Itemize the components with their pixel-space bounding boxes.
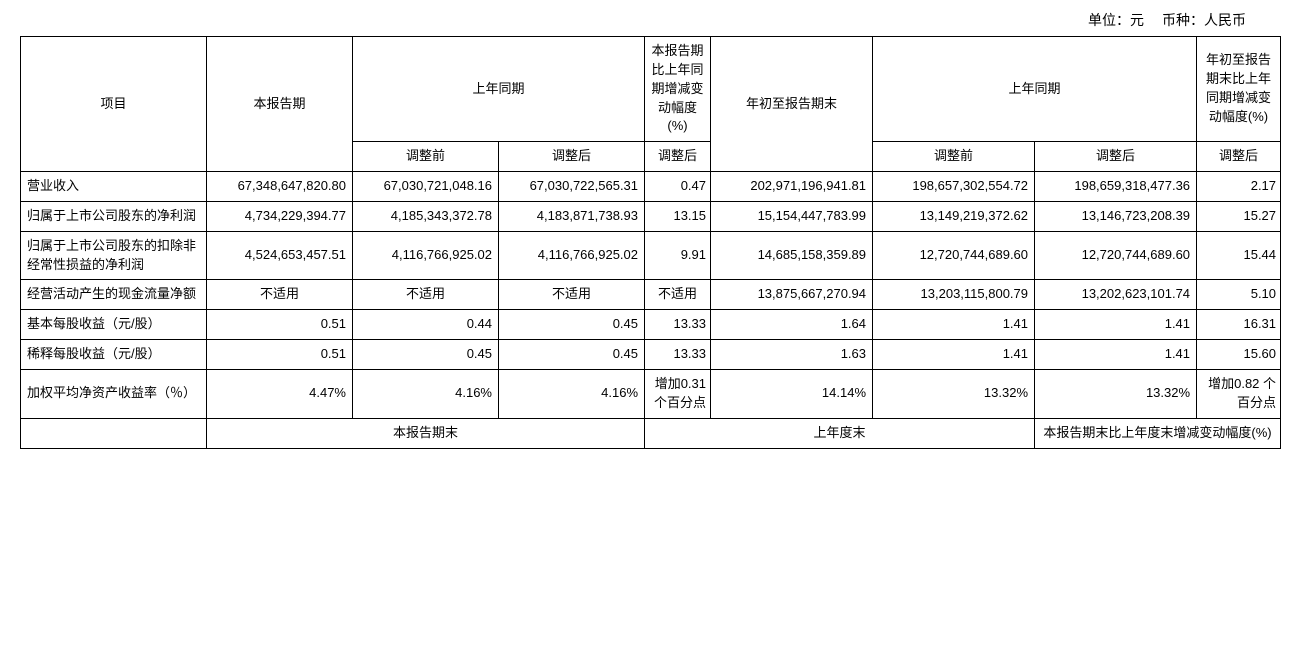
cell: 0.47 bbox=[645, 172, 711, 202]
table-row: 营业收入67,348,647,820.8067,030,721,048.1667… bbox=[21, 172, 1281, 202]
cell: 不适用 bbox=[645, 280, 711, 310]
col-prior-ytd: 上年同期 bbox=[873, 37, 1197, 142]
unit-label: 单位：元 bbox=[1088, 12, 1144, 28]
cell: 0.44 bbox=[353, 310, 499, 340]
cell: 2.17 bbox=[1197, 172, 1281, 202]
footer-change: 本报告期末比上年度末增减变动幅度(%) bbox=[1035, 418, 1281, 448]
col-before-adj-1: 调整前 bbox=[353, 142, 499, 172]
cell: 13.32% bbox=[873, 369, 1035, 418]
cell: 稀释每股收益（元/股） bbox=[21, 340, 207, 370]
currency-label: 币种：人民币 bbox=[1162, 12, 1246, 28]
cell: 4,734,229,394.77 bbox=[207, 201, 353, 231]
cell: 9.91 bbox=[645, 231, 711, 280]
col-change-ytd: 年初至报告期末比上年同期增减变动幅度(%) bbox=[1197, 37, 1281, 142]
col-prior-period: 上年同期 bbox=[353, 37, 645, 142]
cell: 14.14% bbox=[711, 369, 873, 418]
cell: 67,030,721,048.16 bbox=[353, 172, 499, 202]
col-after-adj-1: 调整后 bbox=[499, 142, 645, 172]
col-item: 项目 bbox=[21, 37, 207, 172]
col-after-adj-2: 调整后 bbox=[645, 142, 711, 172]
cell: 1.41 bbox=[873, 340, 1035, 370]
cell: 4,116,766,925.02 bbox=[499, 231, 645, 280]
col-after-adj-3: 调整后 bbox=[1035, 142, 1197, 172]
cell: 基本每股收益（元/股） bbox=[21, 310, 207, 340]
cell: 0.51 bbox=[207, 340, 353, 370]
cell: 1.41 bbox=[1035, 310, 1197, 340]
cell: 0.45 bbox=[353, 340, 499, 370]
cell: 13.33 bbox=[645, 340, 711, 370]
cell: 0.45 bbox=[499, 310, 645, 340]
cell: 67,030,722,565.31 bbox=[499, 172, 645, 202]
cell: 经营活动产生的现金流量净额 bbox=[21, 280, 207, 310]
cell: 5.10 bbox=[1197, 280, 1281, 310]
cell: 13.32% bbox=[1035, 369, 1197, 418]
col-before-adj-3: 调整前 bbox=[873, 142, 1035, 172]
cell: 营业收入 bbox=[21, 172, 207, 202]
table-body: 营业收入67,348,647,820.8067,030,721,048.1667… bbox=[21, 172, 1281, 419]
table-row: 归属于上市公司股东的扣除非经常性损益的净利润4,524,653,457.514,… bbox=[21, 231, 1281, 280]
cell: 198,659,318,477.36 bbox=[1035, 172, 1197, 202]
table-row: 经营活动产生的现金流量净额不适用不适用不适用不适用13,875,667,270.… bbox=[21, 280, 1281, 310]
cell: 不适用 bbox=[353, 280, 499, 310]
cell: 13,146,723,208.39 bbox=[1035, 201, 1197, 231]
table-row: 稀释每股收益（元/股）0.510.450.4513.331.631.411.41… bbox=[21, 340, 1281, 370]
cell: 15,154,447,783.99 bbox=[711, 201, 873, 231]
header-row-1: 项目 本报告期 上年同期 本报告期比上年同期增减变动幅度(%) 年初至报告期末 … bbox=[21, 37, 1281, 142]
financial-summary-table: 项目 本报告期 上年同期 本报告期比上年同期增减变动幅度(%) 年初至报告期末 … bbox=[20, 36, 1281, 449]
cell: 67,348,647,820.80 bbox=[207, 172, 353, 202]
col-ytd: 年初至报告期末 bbox=[711, 37, 873, 172]
cell: 13.15 bbox=[645, 201, 711, 231]
table-row: 归属于上市公司股东的净利润4,734,229,394.774,185,343,3… bbox=[21, 201, 1281, 231]
table-row: 加权平均净资产收益率（％）4.47%4.16%4.16%增加0.31个百分点14… bbox=[21, 369, 1281, 418]
cell: 0.45 bbox=[499, 340, 645, 370]
cell: 15.60 bbox=[1197, 340, 1281, 370]
cell: 16.31 bbox=[1197, 310, 1281, 340]
cell: 12,720,744,689.60 bbox=[873, 231, 1035, 280]
cell: 198,657,302,554.72 bbox=[873, 172, 1035, 202]
cell: 4.47% bbox=[207, 369, 353, 418]
cell: 加权平均净资产收益率（％） bbox=[21, 369, 207, 418]
cell: 15.44 bbox=[1197, 231, 1281, 280]
cell: 4.16% bbox=[499, 369, 645, 418]
col-this-period: 本报告期 bbox=[207, 37, 353, 172]
footer-blank bbox=[21, 418, 207, 448]
cell: 13,875,667,270.94 bbox=[711, 280, 873, 310]
cell: 15.27 bbox=[1197, 201, 1281, 231]
cell: 不适用 bbox=[499, 280, 645, 310]
cell: 归属于上市公司股东的扣除非经常性损益的净利润 bbox=[21, 231, 207, 280]
col-change-this: 本报告期比上年同期增减变动幅度(%) bbox=[645, 37, 711, 142]
footer-last-year-end: 上年度末 bbox=[645, 418, 1035, 448]
cell: 13,149,219,372.62 bbox=[873, 201, 1035, 231]
cell: 增加0.82 个百分点 bbox=[1197, 369, 1281, 418]
table-caption: 单位：元 币种：人民币 bbox=[20, 10, 1276, 36]
cell: 0.51 bbox=[207, 310, 353, 340]
cell: 4,183,871,738.93 bbox=[499, 201, 645, 231]
cell: 202,971,196,941.81 bbox=[711, 172, 873, 202]
cell: 13,202,623,101.74 bbox=[1035, 280, 1197, 310]
footer-row: 本报告期末 上年度末 本报告期末比上年度末增减变动幅度(%) bbox=[21, 418, 1281, 448]
table-row: 基本每股收益（元/股）0.510.440.4513.331.641.411.41… bbox=[21, 310, 1281, 340]
cell: 4,524,653,457.51 bbox=[207, 231, 353, 280]
cell: 12,720,744,689.60 bbox=[1035, 231, 1197, 280]
cell: 1.41 bbox=[1035, 340, 1197, 370]
cell: 13,203,115,800.79 bbox=[873, 280, 1035, 310]
cell: 不适用 bbox=[207, 280, 353, 310]
col-after-adj-4: 调整后 bbox=[1197, 142, 1281, 172]
footer-this-period-end: 本报告期末 bbox=[207, 418, 645, 448]
cell: 1.63 bbox=[711, 340, 873, 370]
cell: 4,185,343,372.78 bbox=[353, 201, 499, 231]
cell: 归属于上市公司股东的净利润 bbox=[21, 201, 207, 231]
cell: 1.41 bbox=[873, 310, 1035, 340]
cell: 1.64 bbox=[711, 310, 873, 340]
cell: 增加0.31个百分点 bbox=[645, 369, 711, 418]
cell: 13.33 bbox=[645, 310, 711, 340]
cell: 4.16% bbox=[353, 369, 499, 418]
cell: 4,116,766,925.02 bbox=[353, 231, 499, 280]
cell: 14,685,158,359.89 bbox=[711, 231, 873, 280]
